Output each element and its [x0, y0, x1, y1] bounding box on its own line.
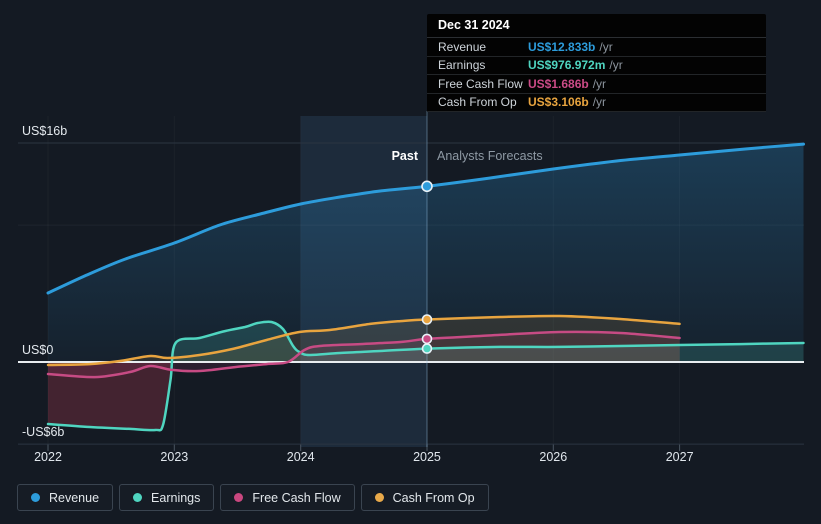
past-region-label: Past	[391, 149, 418, 163]
tooltip-row-earnings: Earnings US$976.972m/yr	[427, 57, 766, 75]
legend-item-free-cash-flow[interactable]: Free Cash Flow	[220, 484, 355, 511]
legend-dot-cash-from-op-icon	[374, 493, 384, 502]
series-line-cash-from-op	[46, 314, 681, 367]
legend-label-earnings: Earnings	[151, 490, 201, 505]
tooltip-row-free-cash-flow: Free Cash Flow US$1.686b/yr	[427, 75, 766, 94]
chart-canvas[interactable]	[0, 0, 821, 470]
legend-dot-free-cash-flow-icon	[234, 493, 244, 502]
tooltip-value-revenue: US$12.833b	[528, 39, 596, 54]
area-revenue	[48, 144, 804, 362]
marker-revenue[interactable]	[421, 180, 433, 193]
area-cash-from-op	[48, 315, 680, 365]
series-line-earnings	[46, 320, 805, 432]
forecast-region-label: Analysts Forecasts	[437, 149, 543, 163]
tooltip-suffix-earnings: /yr	[609, 58, 623, 73]
y-tick-label--6b: -US$6b	[22, 425, 65, 440]
tooltip-label-free-cash-flow: Free Cash Flow	[438, 76, 523, 91]
marker-free-cash-flow[interactable]	[421, 333, 433, 345]
legend-item-revenue[interactable]: Revenue	[17, 484, 114, 511]
tooltip-date: Dec 31 2024	[427, 14, 766, 38]
legend-item-cash-from-op[interactable]: Cash From Op	[360, 484, 489, 511]
legend-label-revenue: Revenue	[49, 490, 100, 505]
tooltip-label-revenue: Revenue	[438, 39, 487, 54]
tooltip-suffix-cash-from-op: /yr	[592, 95, 607, 110]
x-tick-label-2026: 2026	[539, 450, 568, 464]
chart-legend: Revenue Earnings Free Cash Flow Cash From O…	[17, 484, 489, 511]
legend-dot-earnings-icon	[133, 493, 143, 502]
tooltip-value-cash-from-op: US$3.106b	[528, 95, 589, 110]
tooltip-suffix-free-cash-flow: /yr	[592, 76, 607, 91]
marker-earnings[interactable]	[421, 343, 433, 354]
tooltip-value-earnings: US$976.972m	[528, 58, 606, 73]
area-earnings-positive	[48, 321, 804, 362]
legend-dot-revenue-icon	[31, 493, 40, 502]
legend-label-cash-from-op: Cash From Op	[392, 490, 475, 505]
x-tick-label-2025: 2025	[413, 450, 441, 464]
series-line-revenue	[46, 142, 805, 295]
tooltip-label-cash-from-op: Cash From Op	[438, 95, 517, 110]
legend-label-free-cash-flow: Free Cash Flow	[252, 490, 341, 505]
x-tick-label-2024: 2024	[286, 450, 315, 464]
chart-tooltip: Dec 31 2024 Revenue US$12.833b/yr Earnings…	[427, 14, 766, 112]
y-tick-label-16b: US$16b	[22, 123, 68, 138]
x-tick-label-2027: 2027	[665, 450, 694, 464]
y-tick-label-0b: US$0	[22, 343, 54, 357]
tooltip-suffix-revenue: /yr	[599, 39, 613, 54]
area-free-cash-flow	[48, 331, 680, 378]
legend-item-earnings[interactable]: Earnings	[119, 484, 215, 511]
x-tick-label-2022: 2022	[34, 450, 62, 464]
marker-cash-from-op[interactable]	[421, 314, 433, 325]
x-tick-label-2023: 2023	[160, 450, 189, 464]
tooltip-label-earnings: Earnings	[438, 58, 486, 73]
series-line-free-cash-flow	[46, 330, 681, 379]
tooltip-row-revenue: Revenue US$12.833b/yr	[427, 38, 766, 57]
area-earnings-negative	[48, 362, 804, 431]
tooltip-row-cash-from-op: Cash From Op US$3.106b/yr	[427, 94, 766, 112]
tooltip-value-free-cash-flow: US$1.686b	[528, 76, 589, 91]
